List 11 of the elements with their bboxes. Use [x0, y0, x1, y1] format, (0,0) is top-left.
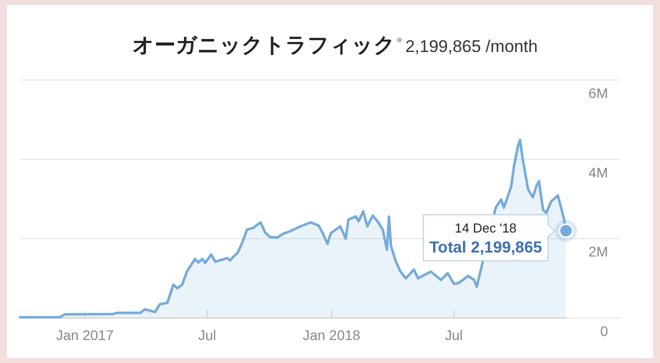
y-tick-label: 4M — [588, 164, 608, 180]
y-tick-label: 0 — [600, 323, 608, 339]
x-tick-label: Jul — [198, 327, 216, 343]
x-tick-label: Jan 2017 — [56, 327, 114, 343]
y-tick-label: 2M — [588, 244, 608, 260]
y-tick-label: 6M — [588, 85, 608, 101]
chart-subtitle: 2,199,865 /month — [405, 37, 538, 56]
x-tick-label: Jan 2018 — [302, 327, 361, 343]
x-tick-label: Jul — [444, 327, 463, 343]
annotation: 14 Dec '18 Total 2,199,865 — [429, 220, 542, 257]
chart-title: オーガニックトラフィック — [132, 34, 396, 57]
